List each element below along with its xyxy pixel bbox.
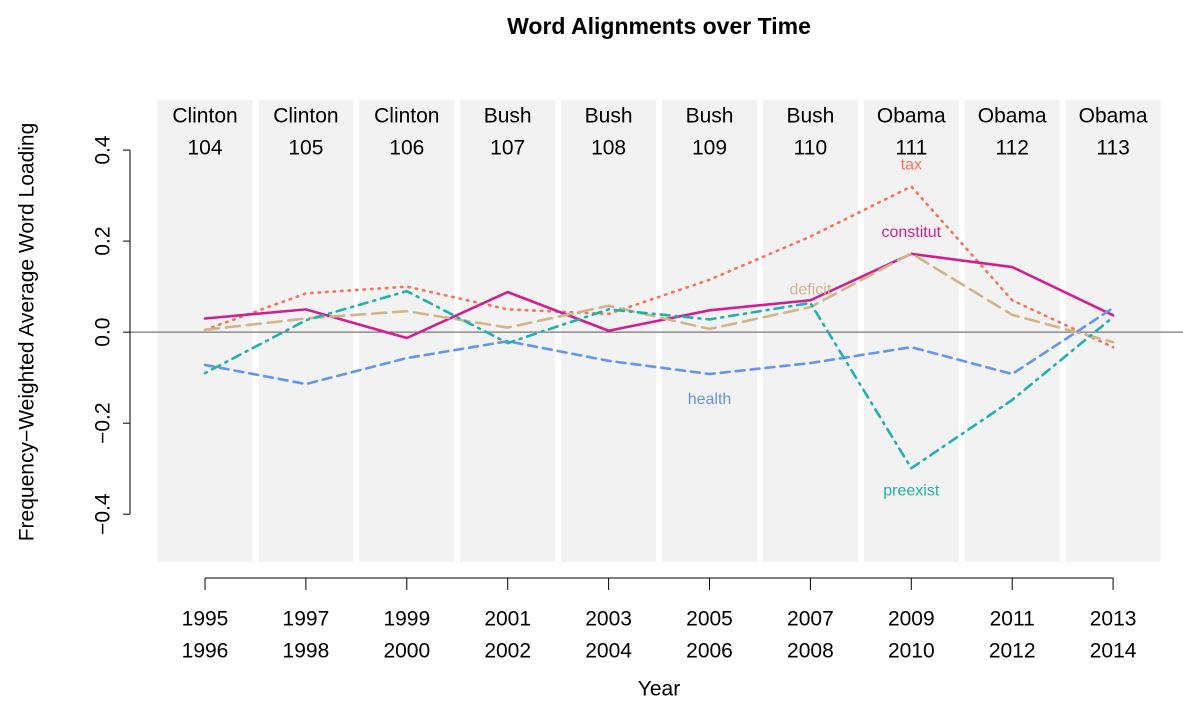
panel-label: 107 [490,137,525,160]
y-tick-label: 0.0 [92,318,115,347]
x-tick-label: 2014 [1090,640,1137,663]
panel-label: Clinton [172,105,237,128]
series-label: tax [901,157,922,174]
panel-label: 105 [288,137,323,160]
panel [863,100,959,562]
panel [1065,100,1161,562]
y-tick-label: −0.2 [92,402,115,443]
panel-label: 110 [794,137,827,160]
panel [460,100,556,562]
x-tick-label: 2011 [990,608,1035,631]
x-tick-label: 2001 [484,608,531,631]
x-tick-label: 2003 [585,608,632,631]
series-line [203,184,1115,349]
panel-label: 106 [389,137,424,160]
panel [359,100,455,562]
series-label: constitut [882,224,942,241]
panel [662,100,757,562]
y-tick-label: 0.2 [92,227,115,256]
x-tick-label: 1995 [182,608,229,631]
series-line [203,306,1115,386]
x-tick-label: 2004 [585,640,632,663]
x-tick-label: 1999 [383,608,430,631]
x-tick-label: 2000 [383,640,430,663]
panel-label: Clinton [374,105,439,128]
chart-title: Word Alignments over Time [507,13,811,39]
y-tick-label: −0.4 [92,493,115,535]
panel-label: Obama [877,105,946,128]
x-tick-label: 1996 [182,640,229,663]
series-line [203,252,1115,340]
panel-label: Obama [978,105,1047,128]
x-tick-label: 2008 [787,640,834,663]
x-tick-label: 2012 [989,640,1036,663]
series-line [203,251,1115,344]
x-tick-label: 2010 [888,640,935,663]
x-tick-label: 2005 [686,608,733,631]
panel-label: Bush [786,105,834,128]
panel-label: Bush [585,105,633,128]
x-tick-label: 2013 [1090,608,1137,631]
panel-label: 111 [895,137,927,160]
series-line [203,289,1115,471]
panel-label: Clinton [273,105,338,128]
panel [964,100,1060,562]
x-tick-label: 2007 [787,608,834,631]
y-tick-label: 0.4 [92,135,115,165]
x-tick-label: 2002 [484,640,531,663]
panel-label: Bush [484,105,532,128]
panel-label: Obama [1079,105,1148,128]
y-axis-title: Frequency−Weighted Average Word Loading [16,123,39,542]
x-axis-title: Year [638,678,680,701]
panel-label: 109 [692,137,727,160]
panel-label: 113 [1096,137,1129,160]
x-tick-label: 2009 [888,608,935,631]
series-label: preexist [883,482,940,499]
panel [762,100,858,562]
panel-label: Bush [686,105,734,128]
x-tick-label: 1998 [283,640,330,663]
x-tick-label: 2006 [686,640,733,663]
panel [258,100,354,562]
panel-label: 108 [591,137,626,160]
x-tick-label: 1997 [283,608,330,631]
series-label: health [688,391,732,408]
series-label: deficit [790,281,832,298]
panel-label: 104 [187,137,222,160]
panel-label: 112 [995,137,1028,160]
